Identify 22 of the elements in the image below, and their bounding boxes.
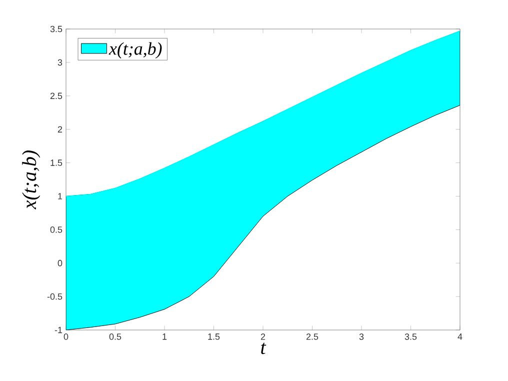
x-tick-label: 2: [260, 334, 266, 340]
x-tick-label: 3: [359, 334, 364, 340]
y-tick-label: 1.5: [50, 160, 62, 166]
y-tick-label: -1: [54, 326, 62, 334]
x-tick-label: 4: [458, 334, 462, 340]
x-tick-label: 1.5: [208, 334, 220, 340]
x-tick-label: 0: [64, 334, 68, 340]
y-tick-label: 2.5: [50, 92, 62, 100]
x-axis-title: t: [261, 342, 266, 354]
x-tick-label: 2.5: [306, 334, 318, 340]
y-tick-label: 1: [58, 193, 62, 200]
y-tick-label: 3: [58, 59, 62, 66]
y-tick-label: 2: [58, 126, 62, 132]
y-tick-label: 3.5: [50, 26, 62, 32]
x-tick-label: 1: [162, 334, 167, 340]
y-axis-title: x(t;a,b): [22, 150, 40, 210]
legend-label: x(t;a,b): [108, 42, 162, 58]
x-tick-label: 0.5: [109, 334, 122, 340]
y-tick-label: 0: [58, 260, 62, 266]
y-tick-label: 0.5: [50, 226, 62, 233]
x-tick-label: 3.5: [404, 334, 417, 340]
y-tick-label: -0.5: [47, 293, 62, 300]
